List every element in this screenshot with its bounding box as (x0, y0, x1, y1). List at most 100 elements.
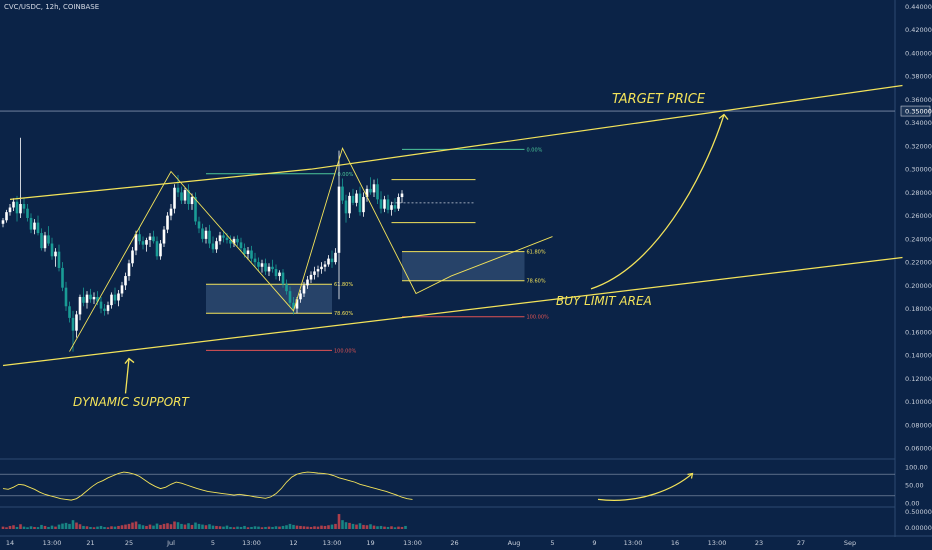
candle-body (309, 274, 313, 280)
fib-level-label: 61.80% (527, 250, 546, 256)
volume-bar (271, 526, 274, 529)
fib-level-label: 78.60% (527, 279, 546, 285)
time-tick-label: 19 (366, 539, 374, 547)
candle-body (271, 266, 274, 270)
volume-bar (379, 525, 383, 529)
candle-body (173, 187, 176, 209)
candle-body (267, 266, 271, 272)
volume-bar (190, 524, 194, 529)
volume-bar (393, 527, 397, 529)
candle-body (166, 215, 169, 230)
candle-body (208, 230, 211, 244)
volume-bar (68, 523, 71, 529)
volume-bar (295, 525, 299, 529)
volume-bar (306, 526, 309, 529)
volume-bar (47, 526, 50, 529)
fib-level-label: 0.00% (338, 172, 354, 178)
volume-bar (29, 526, 33, 529)
time-tick-label: 5 (211, 539, 215, 547)
candle-body (8, 207, 12, 213)
volume-bar (208, 524, 211, 529)
candle-body (260, 263, 264, 267)
candle-body (75, 314, 78, 331)
oscillator-projection-arrowhead (687, 472, 694, 479)
volume-bar (19, 524, 22, 529)
time-tick-label: 27 (797, 539, 805, 547)
volume-bar (372, 525, 376, 529)
candle-body (124, 276, 127, 286)
volume-bar (274, 526, 278, 529)
candle-body (376, 184, 379, 200)
candle-body (194, 197, 197, 222)
time-tick-label: 13:00 (708, 539, 727, 547)
time-tick-label: 12 (289, 539, 297, 547)
candle-body (92, 296, 96, 300)
volume-bar (197, 523, 201, 529)
volume-bar (400, 526, 404, 529)
volume-bar (194, 522, 197, 529)
volume-bar (260, 527, 264, 529)
volume-bar (250, 526, 253, 529)
fib-zone (206, 284, 332, 314)
volume-bar (236, 526, 239, 529)
candle-body (82, 296, 85, 303)
volume-bar (71, 520, 75, 529)
volume-tick-label: 0.000000 (905, 524, 932, 532)
volume-bar (155, 523, 159, 529)
time-tick-label: 16 (671, 539, 679, 547)
candle-body (57, 251, 61, 268)
volume-bar (243, 525, 246, 529)
volume-bar (54, 526, 57, 529)
volume-bar (257, 526, 260, 529)
dynamic-support-label: DYNAMIC SUPPORT (73, 395, 190, 409)
volume-bar (390, 526, 393, 529)
volume-bar (404, 525, 407, 529)
candle-body (306, 279, 309, 286)
volume-bar (180, 523, 183, 529)
candle-body (78, 296, 82, 315)
oscillator-tick-label: 0.00 (905, 500, 919, 508)
projection-arrowhead (718, 113, 729, 120)
candle-body (222, 235, 225, 238)
volume-bar (218, 526, 222, 529)
volume-bar (323, 525, 327, 529)
volume-bar (327, 525, 330, 529)
volume-bar (337, 514, 341, 529)
candle-body (288, 291, 292, 303)
volume-bar (302, 526, 306, 529)
candle-body (313, 271, 316, 275)
candle-body (358, 193, 362, 213)
candle-body (253, 258, 257, 263)
volume-bar (106, 527, 110, 529)
volume-bar (253, 526, 257, 529)
volume-bar (1, 526, 5, 529)
candle-body (299, 293, 302, 300)
time-tick-label: 13:00 (323, 539, 342, 547)
volume-bar (334, 523, 337, 529)
candle-body (397, 197, 400, 209)
volume-bar (365, 525, 369, 529)
volume-bar (232, 527, 236, 529)
volume-bar (50, 525, 54, 529)
candle-body (295, 299, 299, 309)
time-tick-label: 26 (450, 539, 458, 547)
candle-body (190, 197, 194, 205)
candle-body (348, 195, 351, 214)
candle-body (141, 241, 145, 245)
volume-bar (341, 520, 344, 529)
candle-body (99, 301, 103, 309)
candle-body (29, 217, 33, 230)
candle-body (113, 294, 117, 301)
time-tick-label: Jul (166, 539, 175, 547)
oscillator-tick-label: 100.00 (905, 464, 928, 472)
volume-bar (362, 524, 365, 529)
candle-body (176, 187, 180, 193)
